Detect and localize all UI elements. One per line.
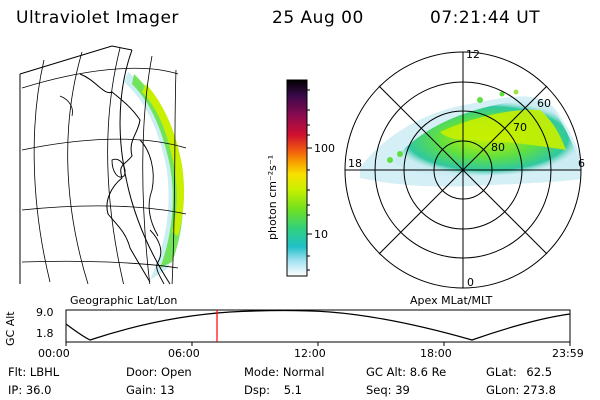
mlt-label-12: 12: [466, 48, 480, 61]
info-glat-label: GLat:: [486, 365, 517, 379]
mlat-label-70: 70: [513, 121, 527, 134]
polar-panel-label: Apex MLat/MLT: [410, 294, 493, 307]
instrument-title: Ultraviolet Imager: [16, 8, 179, 28]
altitude-xtick-1200: 12:00: [294, 347, 326, 360]
info-glat: GLat: 62.5: [486, 365, 552, 379]
mlat-label-80: 80: [491, 141, 505, 154]
colorbar: [286, 79, 308, 277]
info-seq: Seq: 39: [366, 383, 410, 397]
info-seq-label: Seq:: [366, 383, 392, 397]
info-glon-value: 273.8: [522, 383, 556, 397]
info-dsp-label: Dsp:: [244, 383, 271, 397]
colorbar-tick-10: 10: [314, 228, 328, 241]
info-gcalt: GC Alt: 8.6 Re: [366, 365, 446, 379]
info-gain-label: Gain:: [126, 383, 157, 397]
info-ip: IP: 36.0: [8, 383, 51, 397]
altitude-xtick-2359: 23:59: [552, 347, 584, 360]
mlat-label-60: 60: [537, 97, 551, 110]
altitude-ylabel: GC Alt: [4, 311, 17, 346]
altitude-ytick-max: 9.0: [36, 306, 54, 319]
info-dsp: Dsp: 5.1: [244, 383, 302, 397]
info-seq-value: 39: [395, 383, 410, 397]
altitude-xtick-0000: 00:00: [38, 347, 70, 360]
altitude-xtick-0600: 06:00: [168, 347, 200, 360]
info-gcalt-value: 8.6 Re: [409, 365, 447, 379]
info-filter: Flt: LBHL: [8, 365, 59, 379]
altitude-plot-frame: [65, 309, 571, 343]
mlt-label-0: 0: [467, 276, 474, 289]
altitude-curve: [65, 309, 571, 341]
altitude-xtick-1800: 18:00: [420, 347, 452, 360]
time-label: 07:21:44 UT: [430, 8, 541, 28]
info-glon-label: GLon:: [486, 383, 520, 397]
info-gain-value: 13: [159, 383, 175, 397]
info-ip-label: IP:: [8, 383, 23, 397]
info-gain: Gain: 13: [126, 383, 175, 397]
info-door-value: Open: [160, 365, 192, 379]
info-mode-label: Mode:: [244, 365, 280, 379]
info-dsp-value: 5.1: [283, 383, 302, 397]
colorbar-unit-label: photon cm⁻²s⁻¹: [266, 154, 279, 240]
info-filter-value: LBHL: [29, 365, 60, 379]
geo-map: [21, 47, 187, 284]
mlt-label-18: 18: [348, 157, 362, 170]
date-label: 25 Aug 00: [272, 8, 364, 28]
info-filter-label: Flt:: [8, 365, 27, 379]
info-door: Door: Open: [126, 365, 192, 379]
info-mode: Mode: Normal: [244, 365, 324, 379]
info-gcalt-label: GC Alt:: [366, 365, 407, 379]
info-glon: GLon: 273.8: [486, 383, 556, 397]
altitude-ytick-min: 1.8: [36, 327, 54, 340]
geo-panel-label: Geographic Lat/Lon: [70, 294, 178, 307]
colorbar-tick-100: 100: [314, 142, 335, 155]
info-mode-value: Normal: [282, 365, 325, 379]
polar-plot: [344, 51, 582, 289]
info-door-label: Door:: [126, 365, 158, 379]
info-ip-value: 36.0: [25, 383, 52, 397]
info-glat-value: 62.5: [526, 365, 553, 379]
mlt-label-6: 6: [578, 157, 585, 170]
